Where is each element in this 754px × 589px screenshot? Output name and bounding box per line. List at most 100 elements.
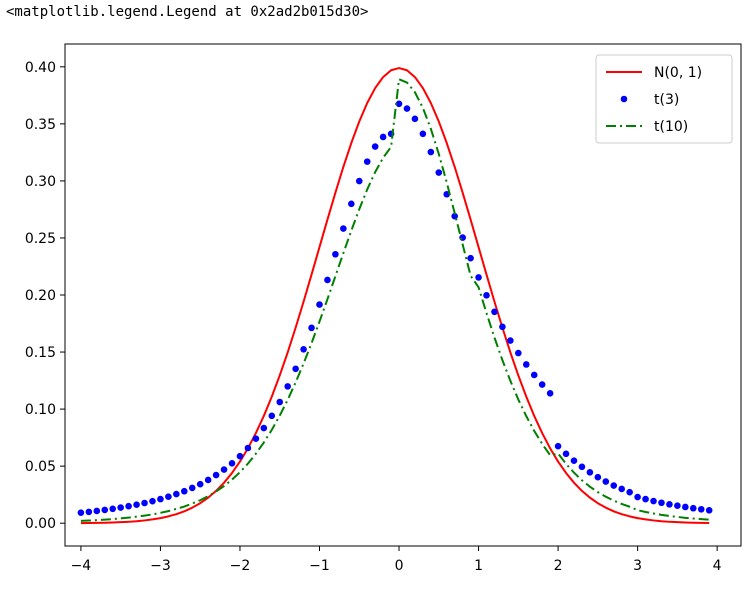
legend: N(0, 1) t(3) t(10): [595, 54, 733, 144]
data-point: [610, 482, 618, 489]
x-tick-label: 4: [713, 558, 722, 574]
data-point: [77, 509, 85, 516]
y-tick-label: 0.15: [25, 345, 56, 361]
legend-label: t(3): [654, 92, 679, 108]
data-point: [578, 463, 586, 471]
data-point: [419, 130, 427, 138]
y-axis: 0.00 0.05 0.10 0.15 0.20 0.25 0.30 0.35 0.40: [25, 60, 65, 532]
data-point: [252, 435, 260, 442]
data-point: [157, 495, 164, 503]
data-point: [316, 301, 323, 308]
data-point: [268, 412, 276, 420]
data-point: [196, 480, 204, 488]
legend-box: [595, 54, 733, 144]
data-point: [634, 493, 641, 501]
data-point: [538, 381, 546, 388]
data-point: [371, 143, 379, 150]
output-repr-text: <matplotlib.legend.Legend at 0x2ad2b015d…: [6, 4, 369, 20]
data-point: [292, 365, 299, 373]
data-point: [204, 476, 212, 484]
data-point: [705, 506, 713, 514]
data-point: [642, 495, 649, 503]
data-point: [244, 444, 252, 452]
x-tick-label: 0: [395, 558, 404, 574]
data-point: [340, 225, 347, 232]
data-point: [125, 502, 132, 510]
data-point: [284, 383, 291, 390]
data-point: [165, 493, 172, 501]
data-point: [459, 234, 466, 241]
data-point: [435, 169, 443, 176]
data-point: [499, 323, 506, 331]
data-point: [515, 349, 522, 357]
data-point: [188, 484, 196, 492]
series-line-t-10: [80, 78, 710, 522]
data-point: [109, 505, 117, 513]
data-point: [348, 200, 355, 208]
data-point: [141, 499, 148, 507]
data-point: [530, 371, 538, 379]
data-point: [93, 507, 101, 515]
legend-label: N(0, 1): [654, 65, 702, 81]
x-tick-label: −2: [230, 558, 251, 574]
y-tick-label: 0.10: [25, 402, 56, 418]
data-point: [308, 324, 315, 332]
data-point: [467, 254, 474, 262]
data-point: [650, 497, 657, 505]
data-point: [658, 499, 665, 507]
data-point: [379, 133, 387, 141]
data-point: [101, 506, 109, 514]
data-point: [682, 503, 689, 511]
data-point: [602, 478, 610, 485]
legend-marker: [620, 95, 628, 103]
x-tick-label: 1: [474, 558, 483, 574]
data-point: [355, 177, 363, 185]
data-point: [276, 398, 284, 406]
data-point: [173, 490, 180, 498]
data-point: [85, 508, 93, 516]
data-point: [403, 105, 411, 112]
data-point: [363, 158, 371, 165]
x-axis: −4 −3 −2 −1 0 1 2 3 4: [71, 546, 722, 574]
data-point: [212, 471, 220, 479]
y-tick-label: 0.20: [25, 288, 56, 304]
data-point: [586, 468, 594, 476]
data-point: [594, 473, 602, 481]
data-point: [260, 424, 268, 432]
data-point: [491, 308, 498, 316]
x-tick-label: −3: [150, 558, 171, 574]
data-point: [483, 292, 490, 299]
y-tick-label: 0.40: [25, 60, 56, 76]
data-point: [427, 148, 435, 156]
data-point: [332, 250, 339, 258]
data-point: [180, 487, 188, 495]
data-point: [300, 346, 307, 353]
data-point: [236, 452, 244, 460]
data-point: [117, 504, 124, 511]
data-point: [689, 504, 697, 512]
series-t-3: [77, 100, 713, 516]
data-point: [451, 212, 458, 220]
data-point: [133, 501, 140, 508]
data-point: [570, 457, 578, 464]
data-point: [562, 450, 570, 458]
series-layer: [77, 67, 713, 525]
y-tick-label: 0.05: [25, 459, 56, 475]
series-line-n-0-1: [80, 67, 710, 525]
data-point: [697, 505, 705, 513]
data-point: [475, 274, 482, 281]
data-point: [674, 502, 681, 510]
data-point: [324, 276, 331, 284]
data-point: [522, 361, 530, 368]
y-tick-label: 0.25: [25, 231, 56, 247]
x-tick-label: −4: [71, 558, 92, 574]
data-point: [507, 337, 514, 344]
data-point: [618, 485, 626, 493]
data-point: [149, 497, 156, 505]
x-tick-label: 3: [633, 558, 642, 574]
data-point: [395, 100, 403, 108]
data-point: [546, 390, 554, 397]
legend-label: t(10): [654, 119, 688, 135]
data-point: [626, 488, 633, 496]
